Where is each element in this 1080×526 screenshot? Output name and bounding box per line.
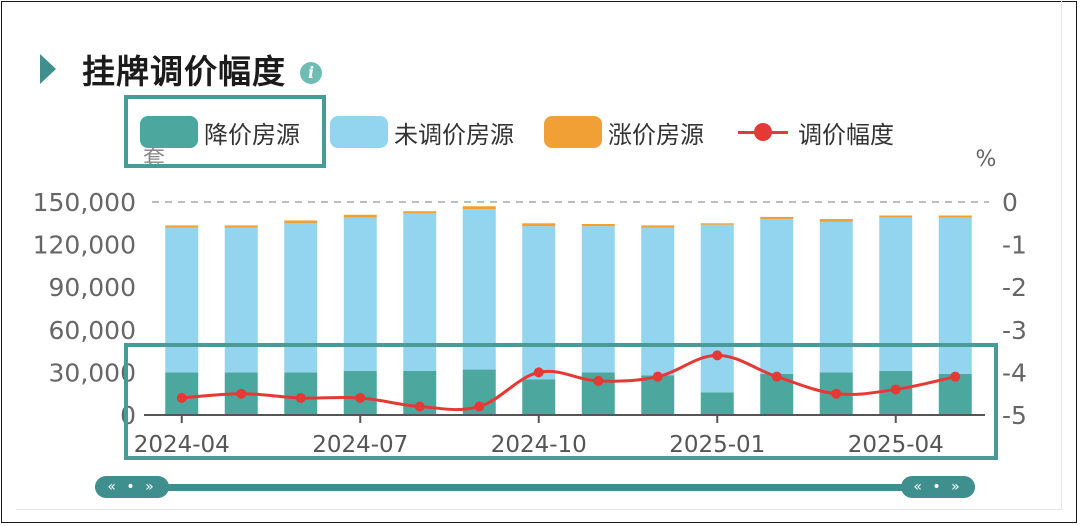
change-point-2024-05 <box>236 388 247 399</box>
bar-unchanged-2024-10 <box>522 226 556 380</box>
y-right-tick-label-0: 0 <box>1002 188 1018 217</box>
bar-increase-2025-03 <box>819 219 853 222</box>
title-arrow-icon <box>40 54 56 84</box>
y-right-tick-label--2: -2 <box>1002 273 1027 302</box>
change-point-2024-07 <box>355 392 366 403</box>
legend-swatch-unchanged <box>330 116 388 148</box>
bar-increase-2024-08 <box>403 211 437 214</box>
change-point-2024-10 <box>533 367 544 378</box>
bar-unchanged-2024-05 <box>224 227 258 373</box>
bar-increase-2024-06 <box>284 220 318 224</box>
legend-item-increase[interactable]: 涨价房源 <box>544 115 704 150</box>
bar-unchanged-2024-04 <box>165 227 199 373</box>
change-point-2025-02 <box>771 371 782 382</box>
legend-label-increase: 涨价房源 <box>608 120 704 149</box>
bar-unchanged-2025-02 <box>760 219 794 374</box>
right-axis-unit: % <box>976 147 997 172</box>
x-tick-label-2024-04: 2024-04 <box>134 432 230 458</box>
bar-unchanged-2024-09 <box>462 209 496 370</box>
zoom-slider[interactable]: « • » « • » <box>95 476 975 498</box>
bar-unchanged-2024-12 <box>641 227 675 376</box>
bar-increase-2024-12 <box>641 225 675 228</box>
change-line <box>181 353 956 412</box>
legend-label-change: 调价幅度 <box>798 120 894 149</box>
y-left-tick-label-30000: 30,000 <box>49 358 136 387</box>
y-left-tick-label-150000: 150,000 <box>33 188 136 217</box>
change-point-2024-08 <box>414 401 425 412</box>
change-point-2024-12 <box>652 371 663 382</box>
y-left-tick-label-120000: 120,000 <box>33 231 136 260</box>
zoom-slider-track[interactable] <box>95 484 975 491</box>
chart-title: 挂牌调价幅度 <box>82 52 286 91</box>
y-left-tick-label-90000: 90,000 <box>49 273 136 302</box>
change-point-2025-01 <box>712 350 723 361</box>
zoom-slider-right-handle[interactable]: « • » <box>901 476 975 498</box>
info-icon[interactable]: i <box>300 62 322 84</box>
x-tick-label-2024-07: 2024-07 <box>312 432 408 458</box>
y-right-tick-label--3: -3 <box>1002 316 1027 345</box>
y-right-tick-label--5: -5 <box>1002 401 1027 430</box>
change-point-2024-11 <box>593 375 604 386</box>
bar-unchanged-2024-06 <box>284 223 318 373</box>
y-left-tick-label-60000: 60,000 <box>49 316 136 345</box>
bar-unchanged-2024-11 <box>581 226 615 373</box>
change-point-2025-05 <box>950 371 961 382</box>
bar-unchanged-2025-05 <box>938 217 972 374</box>
bar-decrease-2024-10 <box>522 379 556 415</box>
change-point-2024-09 <box>474 401 485 412</box>
highlight-box-series <box>124 343 998 460</box>
change-point-2024-04 <box>176 392 187 403</box>
bar-increase-2025-02 <box>760 216 794 220</box>
bar-increase-2024-04 <box>165 225 199 228</box>
bar-unchanged-2025-03 <box>819 221 853 373</box>
bar-increase-2024-05 <box>224 225 258 228</box>
bar-increase-2025-01 <box>700 223 734 225</box>
title-row: 挂牌调价幅度 i <box>40 44 322 94</box>
bar-decrease-2024-12 <box>641 375 675 415</box>
highlight-box-legend <box>124 95 326 168</box>
x-tick-label-2024-10: 2024-10 <box>491 432 587 458</box>
bar-increase-2024-10 <box>522 223 556 227</box>
legend-swatch-change <box>734 116 792 148</box>
bar-increase-2024-09 <box>462 206 496 210</box>
bar-increase-2024-11 <box>581 224 615 227</box>
zoom-slider-left-handle[interactable]: « • » <box>95 476 169 498</box>
change-point-2025-03 <box>831 388 842 399</box>
y-right-tick-label--4: -4 <box>1002 358 1027 387</box>
legend-item-decrease[interactable]: 降价房源 <box>140 115 300 150</box>
legend-swatch-increase <box>544 116 602 148</box>
legend-item-change[interactable]: 调价幅度 <box>734 115 894 150</box>
change-point-2025-04 <box>890 384 901 395</box>
bar-increase-2024-07 <box>343 214 377 218</box>
legend-label-unchanged: 未调价房源 <box>394 120 514 149</box>
legend-label-decrease: 降价房源 <box>204 120 300 149</box>
legend-swatch-decrease <box>140 116 198 148</box>
bar-unchanged-2025-01 <box>700 224 734 393</box>
legend: 降价房源 未调价房源 涨价房源 调价幅度 <box>140 113 924 151</box>
bar-increase-2025-05 <box>938 215 972 218</box>
x-tick-label-2025-04: 2025-04 <box>848 432 944 458</box>
chart-panel <box>16 0 1062 510</box>
y-right-tick-label--1: -1 <box>1002 231 1027 260</box>
change-point-2024-06 <box>295 392 306 403</box>
x-tick-label-2025-01: 2025-01 <box>669 432 765 458</box>
bar-decrease-2025-01 <box>700 392 734 415</box>
bar-increase-2025-04 <box>879 215 913 218</box>
legend-item-unchanged[interactable]: 未调价房源 <box>330 115 514 150</box>
